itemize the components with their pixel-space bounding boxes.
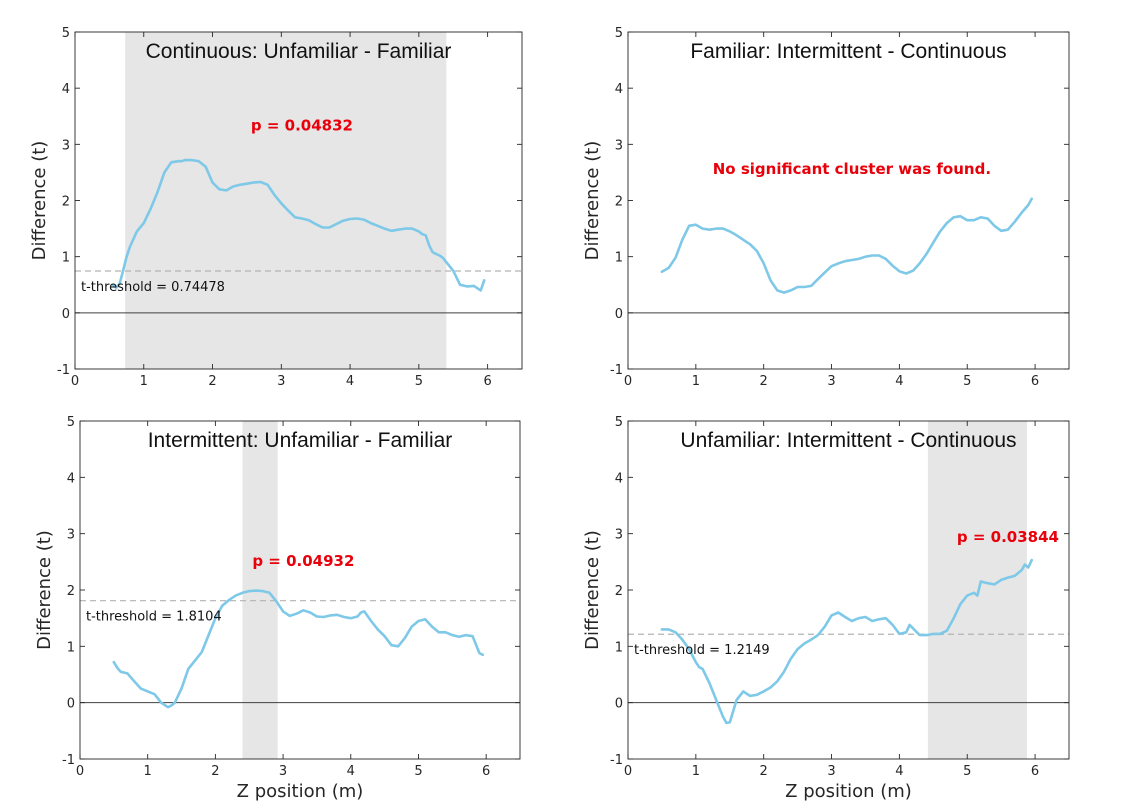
x-tick-label: 4 [346, 374, 354, 389]
y-tick-label: 3 [615, 138, 623, 153]
x-tick-label: 0 [76, 764, 84, 779]
x-tick-label: 6 [1031, 764, 1039, 779]
x-tick-label: 2 [208, 374, 216, 389]
series-line [660, 197, 1033, 294]
series-line [112, 589, 485, 709]
series-line [660, 558, 1033, 725]
x-tick-label: 2 [760, 374, 768, 389]
p-value-annotation: p = 0.03844 [957, 528, 1059, 546]
y-axis-label: Difference (t) [582, 530, 603, 650]
x-tick-label: 5 [414, 764, 422, 779]
y-tick-label: 0 [62, 307, 70, 322]
y-tick-label: 4 [615, 471, 623, 486]
y-tick-label: 1 [615, 251, 623, 266]
y-tick-label: 1 [615, 640, 623, 655]
x-tick-label: 5 [963, 764, 971, 779]
y-tick-label: 5 [615, 415, 623, 430]
threshold-label: t-threshold = 1.2149 [634, 643, 770, 658]
x-tick-label: 0 [624, 374, 632, 389]
x-tick-label: 0 [71, 374, 79, 389]
y-tick-label: 4 [615, 82, 623, 97]
x-tick-label: 4 [895, 374, 903, 389]
panel-title: Intermittent: Unfamiliar - Familiar [148, 429, 453, 452]
x-axis-label: Z position (m) [237, 781, 364, 802]
y-tick-label: 5 [62, 26, 70, 41]
panel-title: Continuous: Unfamiliar - Familiar [146, 40, 452, 63]
y-tick-label: 0 [67, 697, 75, 712]
x-tick-label: 3 [827, 374, 835, 389]
y-tick-label: 0 [615, 697, 623, 712]
y-tick-label: 2 [67, 584, 75, 599]
y-tick-label: 2 [62, 195, 70, 210]
x-tick-label: 3 [827, 764, 835, 779]
p-value-annotation: No significant cluster was found. [713, 160, 991, 178]
y-tick-label: 2 [615, 584, 623, 599]
y-tick-label: 1 [67, 640, 75, 655]
x-tick-label: 5 [963, 374, 971, 389]
x-axis-label: Z position (m) [785, 781, 912, 802]
x-tick-label: 4 [895, 764, 903, 779]
x-tick-label: 6 [1031, 374, 1039, 389]
x-tick-label: 1 [144, 764, 152, 779]
y-axis-label: Difference (t) [582, 141, 603, 261]
y-tick-label: 4 [67, 471, 75, 486]
y-tick-label: 5 [615, 26, 623, 41]
y-tick-label: -1 [610, 753, 623, 768]
x-tick-label: 3 [277, 374, 285, 389]
axes-frame [627, 31, 1070, 370]
x-tick-label: 1 [692, 374, 700, 389]
x-tick-label: 6 [482, 764, 490, 779]
threshold-label: t-threshold = 1.8104 [86, 610, 222, 625]
y-tick-label: 3 [615, 528, 623, 543]
x-tick-label: 2 [760, 764, 768, 779]
y-tick-label: -1 [62, 753, 75, 768]
series-line [111, 158, 486, 292]
y-tick-label: 2 [615, 195, 623, 210]
y-tick-label: 5 [67, 415, 75, 430]
y-tick-label: 4 [62, 82, 70, 97]
cluster-shade [927, 421, 1027, 759]
p-value-annotation: p = 0.04932 [252, 552, 354, 570]
x-tick-label: 3 [279, 764, 287, 779]
x-tick-label: 1 [692, 764, 700, 779]
panel-title: Familiar: Intermittent - Continuous [690, 40, 1006, 63]
x-tick-label: 1 [140, 374, 148, 389]
p-value-annotation: p = 0.04832 [251, 116, 353, 134]
threshold-label: t-threshold = 0.74478 [81, 280, 225, 295]
x-tick-label: 0 [624, 764, 632, 779]
y-tick-label: 3 [62, 138, 70, 153]
y-tick-label: -1 [610, 363, 623, 378]
y-tick-label: 0 [615, 307, 623, 322]
axes-frame [79, 420, 521, 760]
y-axis-label: Difference (t) [34, 530, 55, 650]
y-tick-label: 1 [62, 251, 70, 266]
cluster-shade [125, 32, 447, 369]
y-tick-label: -1 [57, 363, 70, 378]
x-tick-label: 2 [211, 764, 219, 779]
y-axis-label: Difference (t) [29, 141, 50, 261]
x-tick-label: 6 [483, 374, 491, 389]
panel-title: Unfamiliar: Intermittent - Continuous [680, 429, 1016, 452]
x-tick-label: 4 [347, 764, 355, 779]
y-tick-label: 3 [67, 528, 75, 543]
x-tick-label: 5 [415, 374, 423, 389]
